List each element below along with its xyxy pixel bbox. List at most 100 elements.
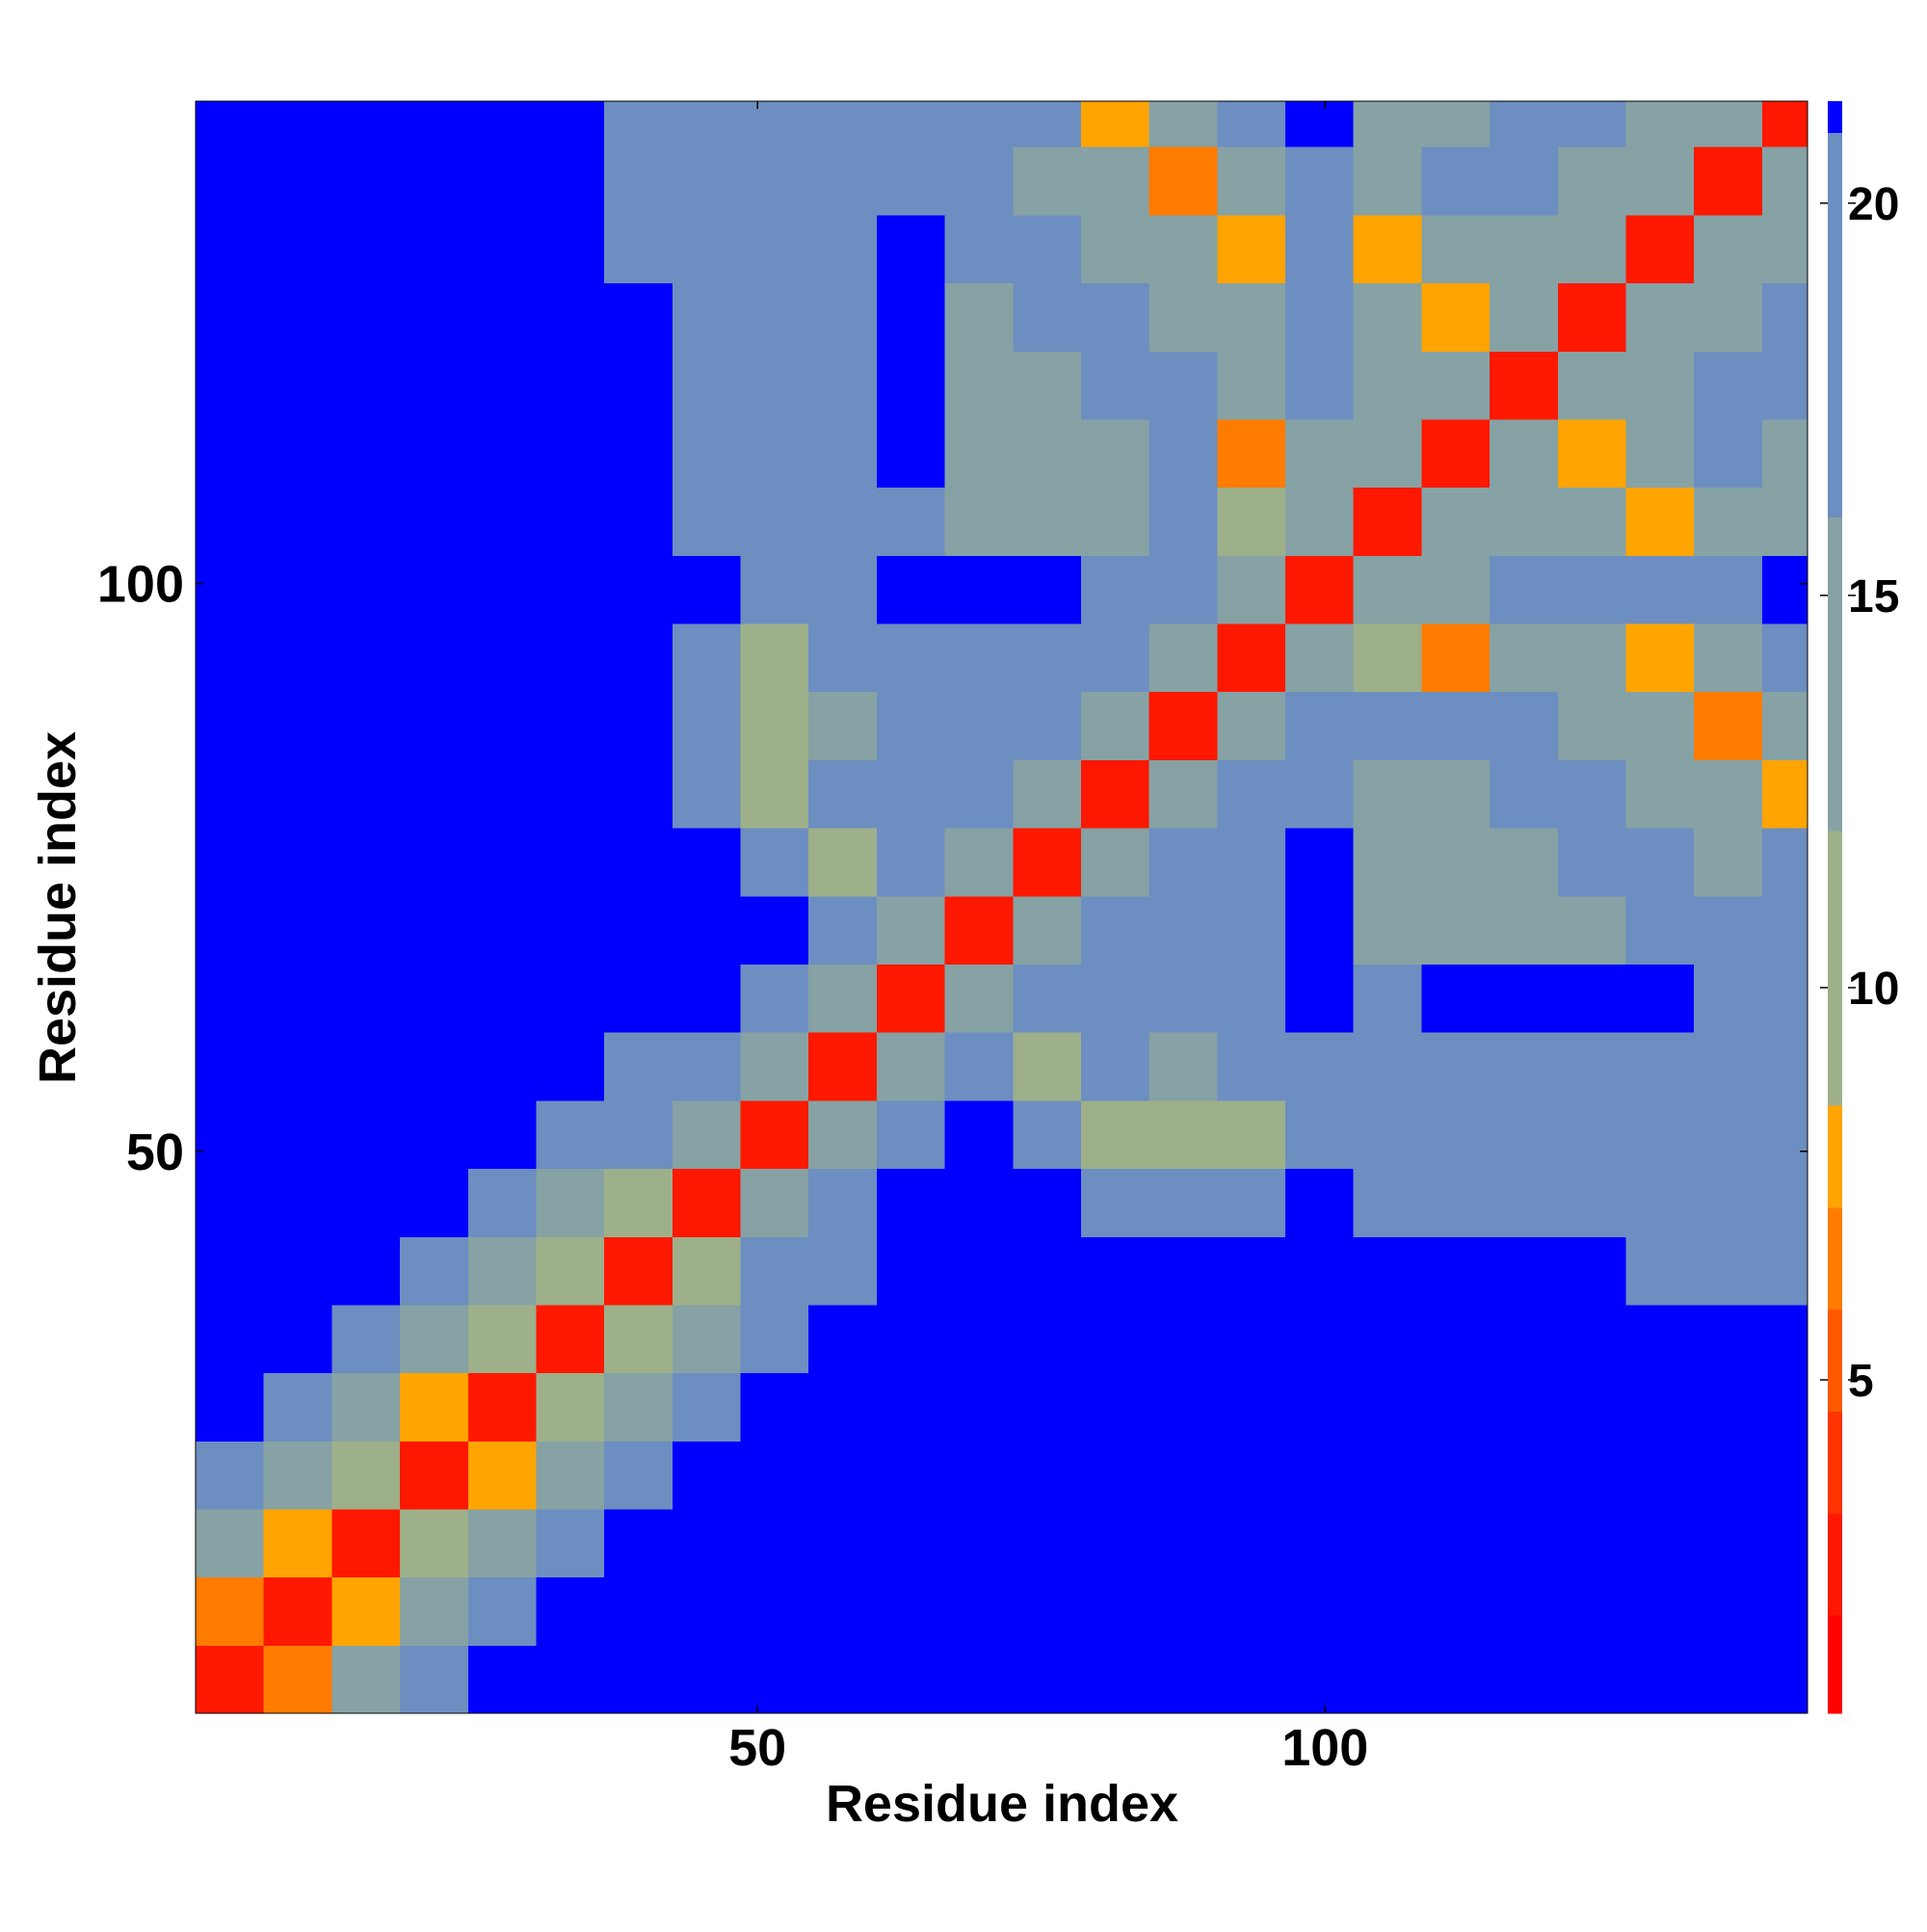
heatmap-cell xyxy=(1217,101,1286,147)
heatmap-cell xyxy=(944,964,1014,1033)
heatmap-cell xyxy=(467,1168,538,1237)
heatmap-cell xyxy=(876,1168,946,1237)
heatmap-cell xyxy=(400,487,469,556)
heatmap-cell xyxy=(672,487,742,556)
heatmap-cell xyxy=(740,759,809,829)
heatmap-cell xyxy=(331,895,401,966)
heatmap-cell xyxy=(1421,555,1491,624)
heatmap-cell xyxy=(740,555,809,624)
heatmap-cell xyxy=(1080,1099,1150,1170)
heatmap-cell xyxy=(331,282,401,352)
heatmap-cell xyxy=(808,1032,878,1101)
heatmap-cell xyxy=(196,964,265,1033)
heatmap-cell xyxy=(740,1032,809,1101)
heatmap-cell xyxy=(467,1304,538,1374)
heatmap-cell xyxy=(467,1576,538,1646)
heatmap-cell xyxy=(1557,1508,1627,1578)
heatmap-cell xyxy=(672,1099,742,1170)
heatmap-cell xyxy=(263,1645,332,1714)
heatmap-cell xyxy=(1148,146,1218,216)
heatmap-cell xyxy=(536,1099,605,1170)
heatmap-cell xyxy=(1353,214,1423,284)
heatmap-cell xyxy=(196,282,265,352)
heatmap-cell xyxy=(467,895,538,966)
heatmap-cell xyxy=(808,1168,878,1237)
heatmap-cell xyxy=(1285,895,1355,966)
heatmap-cell xyxy=(1761,895,1808,966)
heatmap-cell xyxy=(1490,555,1559,624)
heatmap-cell xyxy=(740,964,809,1033)
heatmap-cell xyxy=(1217,828,1286,897)
heatmap-cell xyxy=(1080,1645,1150,1714)
heatmap-cell xyxy=(1353,1645,1423,1714)
heatmap-cell xyxy=(263,895,332,966)
heatmap-cell xyxy=(604,1099,673,1170)
heatmap-cell xyxy=(1285,1099,1355,1170)
heatmap-cell xyxy=(1490,895,1559,966)
heatmap-cell xyxy=(1490,1168,1559,1237)
heatmap-cell xyxy=(1353,487,1423,556)
heatmap-cell xyxy=(331,1576,401,1646)
heatmap-cell xyxy=(1557,146,1627,216)
heatmap-cell xyxy=(672,828,742,897)
heatmap-cell xyxy=(1557,1032,1627,1101)
heatmap-cell xyxy=(1421,487,1491,556)
heatmap-cell xyxy=(263,1576,332,1646)
heatmap-cell xyxy=(1285,555,1355,624)
heatmap-cell xyxy=(536,1508,605,1578)
heatmap-cell xyxy=(1217,1645,1286,1714)
heatmap-cell xyxy=(1353,622,1423,693)
heatmap-cell xyxy=(1557,691,1627,760)
heatmap-cell xyxy=(1013,1168,1082,1237)
heatmap-cell xyxy=(331,759,401,829)
heatmap-cell xyxy=(263,622,332,693)
heatmap-cell xyxy=(1285,1168,1355,1237)
heatmap-cell xyxy=(1013,1099,1082,1170)
heatmap-cell xyxy=(808,418,878,489)
heatmap-cell xyxy=(1013,1236,1082,1306)
heatmap-cell xyxy=(263,146,332,216)
heatmap-cell xyxy=(331,622,401,693)
heatmap-cell xyxy=(196,759,265,829)
heatmap-cell xyxy=(1761,828,1808,897)
heatmap-cell xyxy=(1625,146,1695,216)
heatmap-cell xyxy=(1421,1032,1491,1101)
heatmap-cell xyxy=(536,759,605,829)
heatmap-cell xyxy=(1625,1304,1695,1374)
heatmap-cell xyxy=(1080,759,1150,829)
heatmap-cell xyxy=(740,1508,809,1578)
heatmap-cell xyxy=(331,1645,401,1714)
heatmap-cell xyxy=(1421,759,1491,829)
heatmap-cell xyxy=(1353,964,1423,1033)
heatmap-cell xyxy=(1080,622,1150,693)
heatmap-cell xyxy=(467,282,538,352)
heatmap-cell xyxy=(467,691,538,760)
heatmap-cell xyxy=(1694,1032,1763,1101)
heatmap-cell xyxy=(1285,146,1355,216)
heatmap-cell xyxy=(1625,1372,1695,1442)
heatmap-cell xyxy=(876,622,946,693)
heatmap-cell xyxy=(536,691,605,760)
heatmap-cell xyxy=(672,1508,742,1578)
heatmap-cell xyxy=(944,418,1014,489)
heatmap-cell xyxy=(1285,1032,1355,1101)
heatmap-cell xyxy=(331,351,401,420)
heatmap-cell xyxy=(1694,964,1763,1033)
heatmap-cell xyxy=(1694,101,1763,147)
heatmap-cell xyxy=(331,964,401,1033)
heatmap-cell xyxy=(263,214,332,284)
heatmap-cell xyxy=(1557,101,1627,147)
heatmap-cell xyxy=(808,146,878,216)
heatmap-cell xyxy=(1217,1508,1286,1578)
heatmap-cell xyxy=(1761,759,1808,829)
heatmap-cell xyxy=(604,1645,673,1714)
heatmap-cell xyxy=(1625,1236,1695,1306)
heatmap-cell xyxy=(1421,1304,1491,1374)
heatmap-cell xyxy=(604,1168,673,1237)
heatmap-cell xyxy=(1761,691,1808,760)
heatmap-cell xyxy=(467,1236,538,1306)
heatmap-cell xyxy=(467,1508,538,1578)
heatmap-cell xyxy=(1694,691,1763,760)
heatmap-cell xyxy=(944,351,1014,420)
heatmap-cell xyxy=(876,351,946,420)
